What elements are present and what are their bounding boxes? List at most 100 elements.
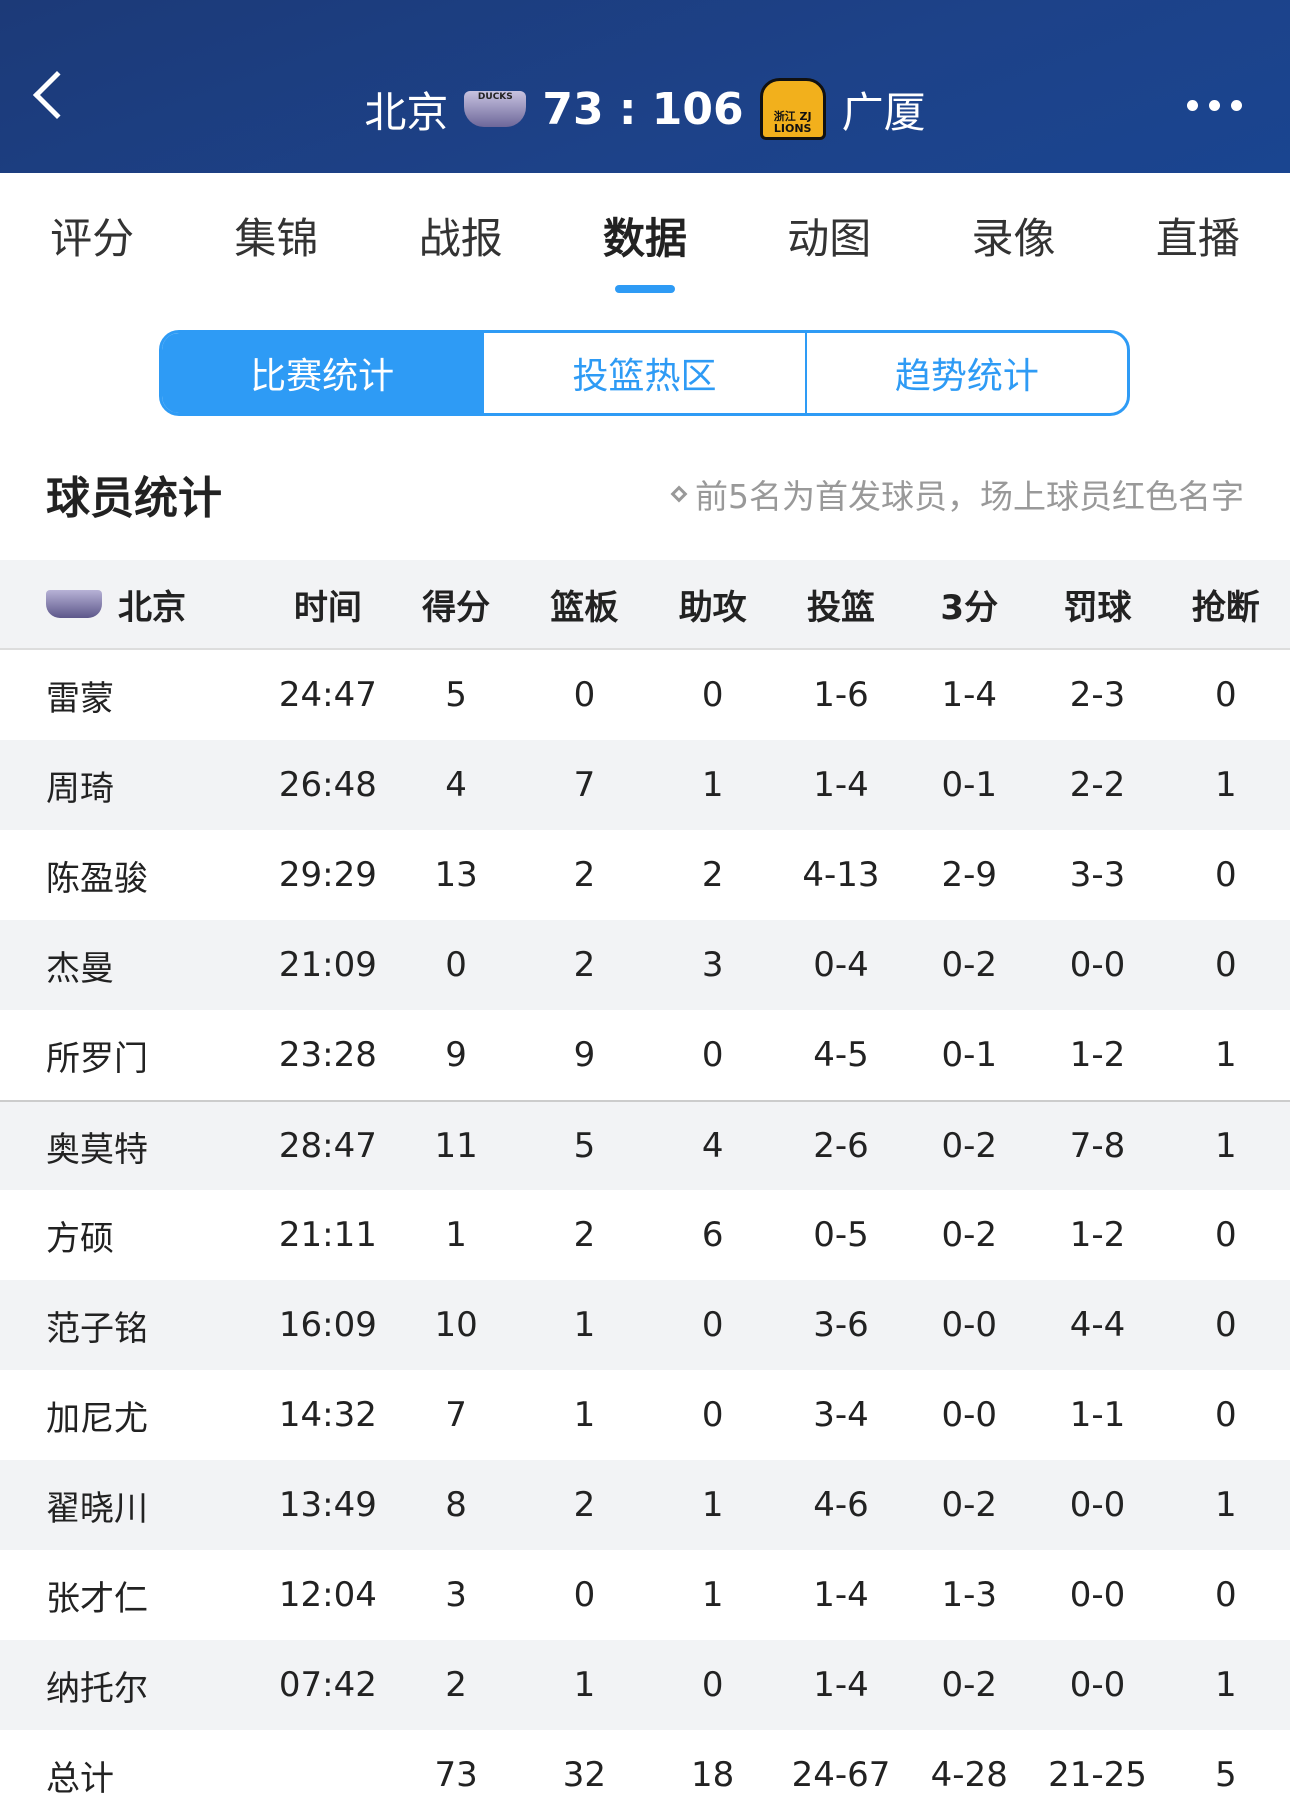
stat-cell: 9 (445, 1035, 467, 1075)
stat-cell: 0 (1214, 675, 1237, 715)
table-row[interactable]: 张才仁 12:04 3 0 1 1-4 1-3 0-0 0 (0, 1550, 1290, 1640)
stat-cell: 0 (445, 945, 467, 985)
player-name: 雷蒙 (46, 678, 114, 719)
col-header[interactable]: 抢断 (1191, 587, 1260, 628)
stat-cell: 2-6 (813, 1126, 869, 1166)
player-name: 杰曼 (46, 948, 114, 989)
stat-cell: 0 (1214, 1575, 1237, 1615)
stat-cell: 1-1 (1069, 1395, 1126, 1435)
active-tab-indicator (615, 285, 675, 293)
stat-cell: 13 (434, 855, 478, 895)
table-row[interactable]: 杰曼 21:09 0 2 3 0-4 0-2 0-0 0 (0, 920, 1290, 1010)
away-team-name: 广厦 (841, 87, 926, 137)
stat-cell: 11 (434, 1126, 478, 1166)
table-row[interactable]: 雷蒙 24:47 5 0 0 1-6 1-4 2-3 0 (0, 650, 1290, 740)
stat-cell: 0 (701, 1035, 724, 1075)
col-header[interactable]: 罚球 (1063, 587, 1132, 628)
tab-report[interactable]: 战报 (418, 214, 503, 263)
stat-cell: 2 (573, 1485, 596, 1525)
col-header[interactable]: 投篮 (806, 587, 875, 628)
table-row[interactable]: 陈盈骏 29:29 13 2 2 4-13 2-9 3-3 0 (0, 830, 1290, 920)
stat-cell: 16:09 (278, 1305, 377, 1345)
team-name: 北京 (118, 587, 186, 628)
tab-live[interactable]: 直播 (1155, 214, 1240, 263)
stat-cell: 5 (445, 675, 467, 715)
stat-cell: 1-4 (941, 675, 998, 715)
stat-cell: 2 (445, 1665, 467, 1705)
note-text: 前5名为首发球员，场上球员红色名字 (695, 477, 1244, 516)
table-row[interactable]: 周琦 26:48 4 7 1 1-4 0-1 2-2 1 (0, 740, 1290, 830)
tab-replay[interactable]: 录像 (971, 214, 1056, 263)
player-name: 所罗门 (46, 1038, 148, 1079)
diamond-icon (670, 485, 688, 503)
stat-cell: 5 (1214, 1755, 1237, 1795)
table-row[interactable]: 加尼尤 14:32 7 1 0 3-4 0-0 1-1 0 (0, 1370, 1290, 1460)
stat-cell: 1 (1214, 1665, 1237, 1705)
segment-game-stats[interactable]: 比赛统计 (162, 333, 483, 413)
home-team-name: 北京 (364, 87, 449, 137)
table-row[interactable]: 翟晓川 13:49 8 2 1 4-6 0-2 0-0 1 (0, 1460, 1290, 1550)
player-name: 奥莫特 (46, 1129, 148, 1170)
tab-gifs[interactable]: 动图 (787, 214, 872, 263)
stat-cell: 0-0 (941, 1305, 998, 1345)
col-header[interactable]: 3分 (940, 587, 999, 628)
stat-cell: 0 (1214, 1215, 1237, 1255)
stat-cell: 0-0 (1069, 1575, 1126, 1615)
stat-cell: 0 (1214, 1305, 1237, 1345)
stat-cell: 0-5 (813, 1215, 869, 1255)
stat-cell: 1 (701, 765, 724, 805)
stat-cell: 13:49 (278, 1485, 377, 1525)
stat-cell: 0-2 (941, 1215, 998, 1255)
stat-cell: 1 (445, 1215, 467, 1255)
player-name: 纳托尔 (46, 1668, 148, 1709)
stat-cell: 0-0 (1069, 1485, 1126, 1525)
player-stats-table: 北京 时间 得分 篮板 助攻 投篮 3分 罚球 抢断 雷蒙 24:47 5 0 0 1-6… (0, 560, 1290, 1820)
stat-cell: 0-0 (941, 1395, 998, 1435)
stat-cell: 0-0 (1069, 1665, 1126, 1705)
stat-cell: 0-2 (941, 1665, 998, 1705)
col-header[interactable]: 助攻 (678, 587, 747, 628)
stat-cell: 0-2 (941, 1485, 998, 1525)
stat-cell: 1-2 (1069, 1215, 1126, 1255)
stat-cell: 3-6 (813, 1305, 869, 1345)
starter-note: 前5名为首发球员，场上球员红色名字 (670, 470, 1244, 518)
stat-cell: 07:42 (278, 1665, 377, 1705)
col-header[interactable]: 得分 (422, 587, 491, 628)
segment-shot-chart[interactable]: 投篮热区 (482, 333, 804, 413)
stat-cell: 0 (701, 675, 724, 715)
tab-highlights[interactable]: 集锦 (234, 214, 319, 263)
stat-cell: 4-6 (813, 1485, 869, 1525)
segment-trend-stats[interactable]: 趋势统计 (804, 333, 1127, 413)
stat-cell: 8 (445, 1485, 467, 1525)
stats-segmented-control: 比赛统计 投篮热区 趋势统计 (159, 330, 1130, 416)
stat-cell: 4-5 (813, 1035, 869, 1075)
stat-cell: 1-4 (813, 1665, 869, 1705)
stat-cell: 3 (701, 945, 724, 985)
stat-cell: 1 (701, 1485, 724, 1525)
table-row[interactable]: 所罗门 23:28 9 9 0 4-5 0-1 1-2 1 (0, 1010, 1290, 1100)
stat-cell: 1-3 (941, 1575, 998, 1615)
stat-cell: 0 (573, 1575, 596, 1615)
stat-cell: 0-2 (941, 1126, 998, 1166)
player-name: 加尼尤 (46, 1398, 148, 1439)
tab-rating[interactable]: 评分 (50, 214, 135, 263)
total-row[interactable]: 总计 73 32 18 24-67 4-28 21-25 5 (0, 1730, 1290, 1820)
stat-cell: 3 (445, 1575, 467, 1615)
stat-cell: 1-6 (813, 675, 869, 715)
table-row[interactable]: 方硕 21:11 1 2 6 0-5 0-2 1-2 0 (0, 1190, 1290, 1280)
stat-cell: 7 (445, 1395, 467, 1435)
table-row[interactable]: 纳托尔 07:42 2 1 0 1-4 0-2 0-0 1 (0, 1640, 1290, 1730)
table-row[interactable]: 范子铭 16:09 10 1 0 3-6 0-0 4-4 0 (0, 1280, 1290, 1370)
stat-cell: 1-4 (813, 1575, 869, 1615)
stat-cell: 4 (445, 765, 467, 805)
col-header[interactable]: 时间 (293, 587, 362, 628)
match-header: 北京 DUCKS 73 : 106 浙江 ZJ LIONS 广厦 (0, 0, 1290, 173)
tab-data[interactable]: 数据 (602, 214, 687, 263)
table-header: 北京 时间 得分 篮板 助攻 投篮 3分 罚球 抢断 (0, 560, 1290, 650)
stat-cell: 2-2 (1069, 765, 1126, 805)
scoreboard: 北京 DUCKS 73 : 106 浙江 ZJ LIONS 广厦 (0, 78, 1290, 140)
more-icon[interactable] (1187, 100, 1242, 111)
table-row[interactable]: 奥莫特 28:47 11 5 4 2-6 0-2 7-8 1 (0, 1100, 1290, 1190)
stat-cell: 6 (701, 1215, 724, 1255)
col-header[interactable]: 篮板 (550, 587, 619, 628)
